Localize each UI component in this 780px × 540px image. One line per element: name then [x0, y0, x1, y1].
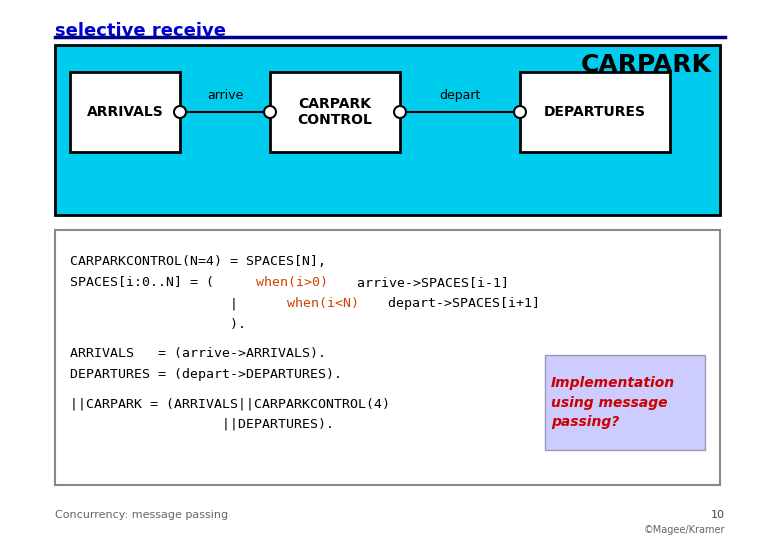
Text: arrive->SPACES[i-1]: arrive->SPACES[i-1] [349, 276, 509, 289]
Bar [70, 72, 180, 152]
Text: CARPARK: CARPARK [581, 53, 712, 77]
Circle shape [514, 106, 526, 118]
Text: Implementation
using message
passing?: Implementation using message passing? [551, 376, 675, 429]
Circle shape [264, 106, 276, 118]
Text: when(i<N): when(i<N) [287, 297, 359, 310]
Text: ARRIVALS: ARRIVALS [87, 105, 163, 119]
Text: Concurrency: message passing: Concurrency: message passing [55, 510, 228, 520]
Text: selective receive: selective receive [55, 22, 226, 40]
Bar [55, 230, 720, 485]
Text: ).: ). [70, 318, 246, 331]
Circle shape [174, 106, 186, 118]
Bar [545, 355, 705, 450]
Text: DEPARTURES: DEPARTURES [544, 105, 646, 119]
Text: depart: depart [439, 89, 480, 102]
Text: ||CARPARK = (ARRIVALS||CARPARKCONTROL(4): ||CARPARK = (ARRIVALS||CARPARKCONTROL(4) [70, 397, 390, 410]
Bar [55, 45, 720, 215]
Circle shape [394, 106, 406, 118]
Text: CARPARKCONTROL(N=4) = SPACES[N],: CARPARKCONTROL(N=4) = SPACES[N], [70, 255, 326, 268]
Text: SPACES[i:0..N] = (: SPACES[i:0..N] = ( [70, 276, 214, 289]
Text: DEPARTURES = (depart->DEPARTURES).: DEPARTURES = (depart->DEPARTURES). [70, 368, 342, 381]
Text: arrive: arrive [207, 89, 243, 102]
Bar [270, 72, 400, 152]
Text: 10: 10 [711, 510, 725, 520]
Text: when(i>0): when(i>0) [256, 276, 328, 289]
Text: |: | [70, 297, 238, 310]
Text: ||DEPARTURES).: ||DEPARTURES). [70, 418, 334, 431]
Text: CARPARK
CONTROL: CARPARK CONTROL [297, 97, 372, 127]
Text: ARRIVALS   = (arrive->ARRIVALS).: ARRIVALS = (arrive->ARRIVALS). [70, 347, 326, 360]
Text: depart->SPACES[i+1]: depart->SPACES[i+1] [380, 297, 540, 310]
Text: ©Magee/Kramer: ©Magee/Kramer [644, 525, 725, 535]
Bar [520, 72, 670, 152]
